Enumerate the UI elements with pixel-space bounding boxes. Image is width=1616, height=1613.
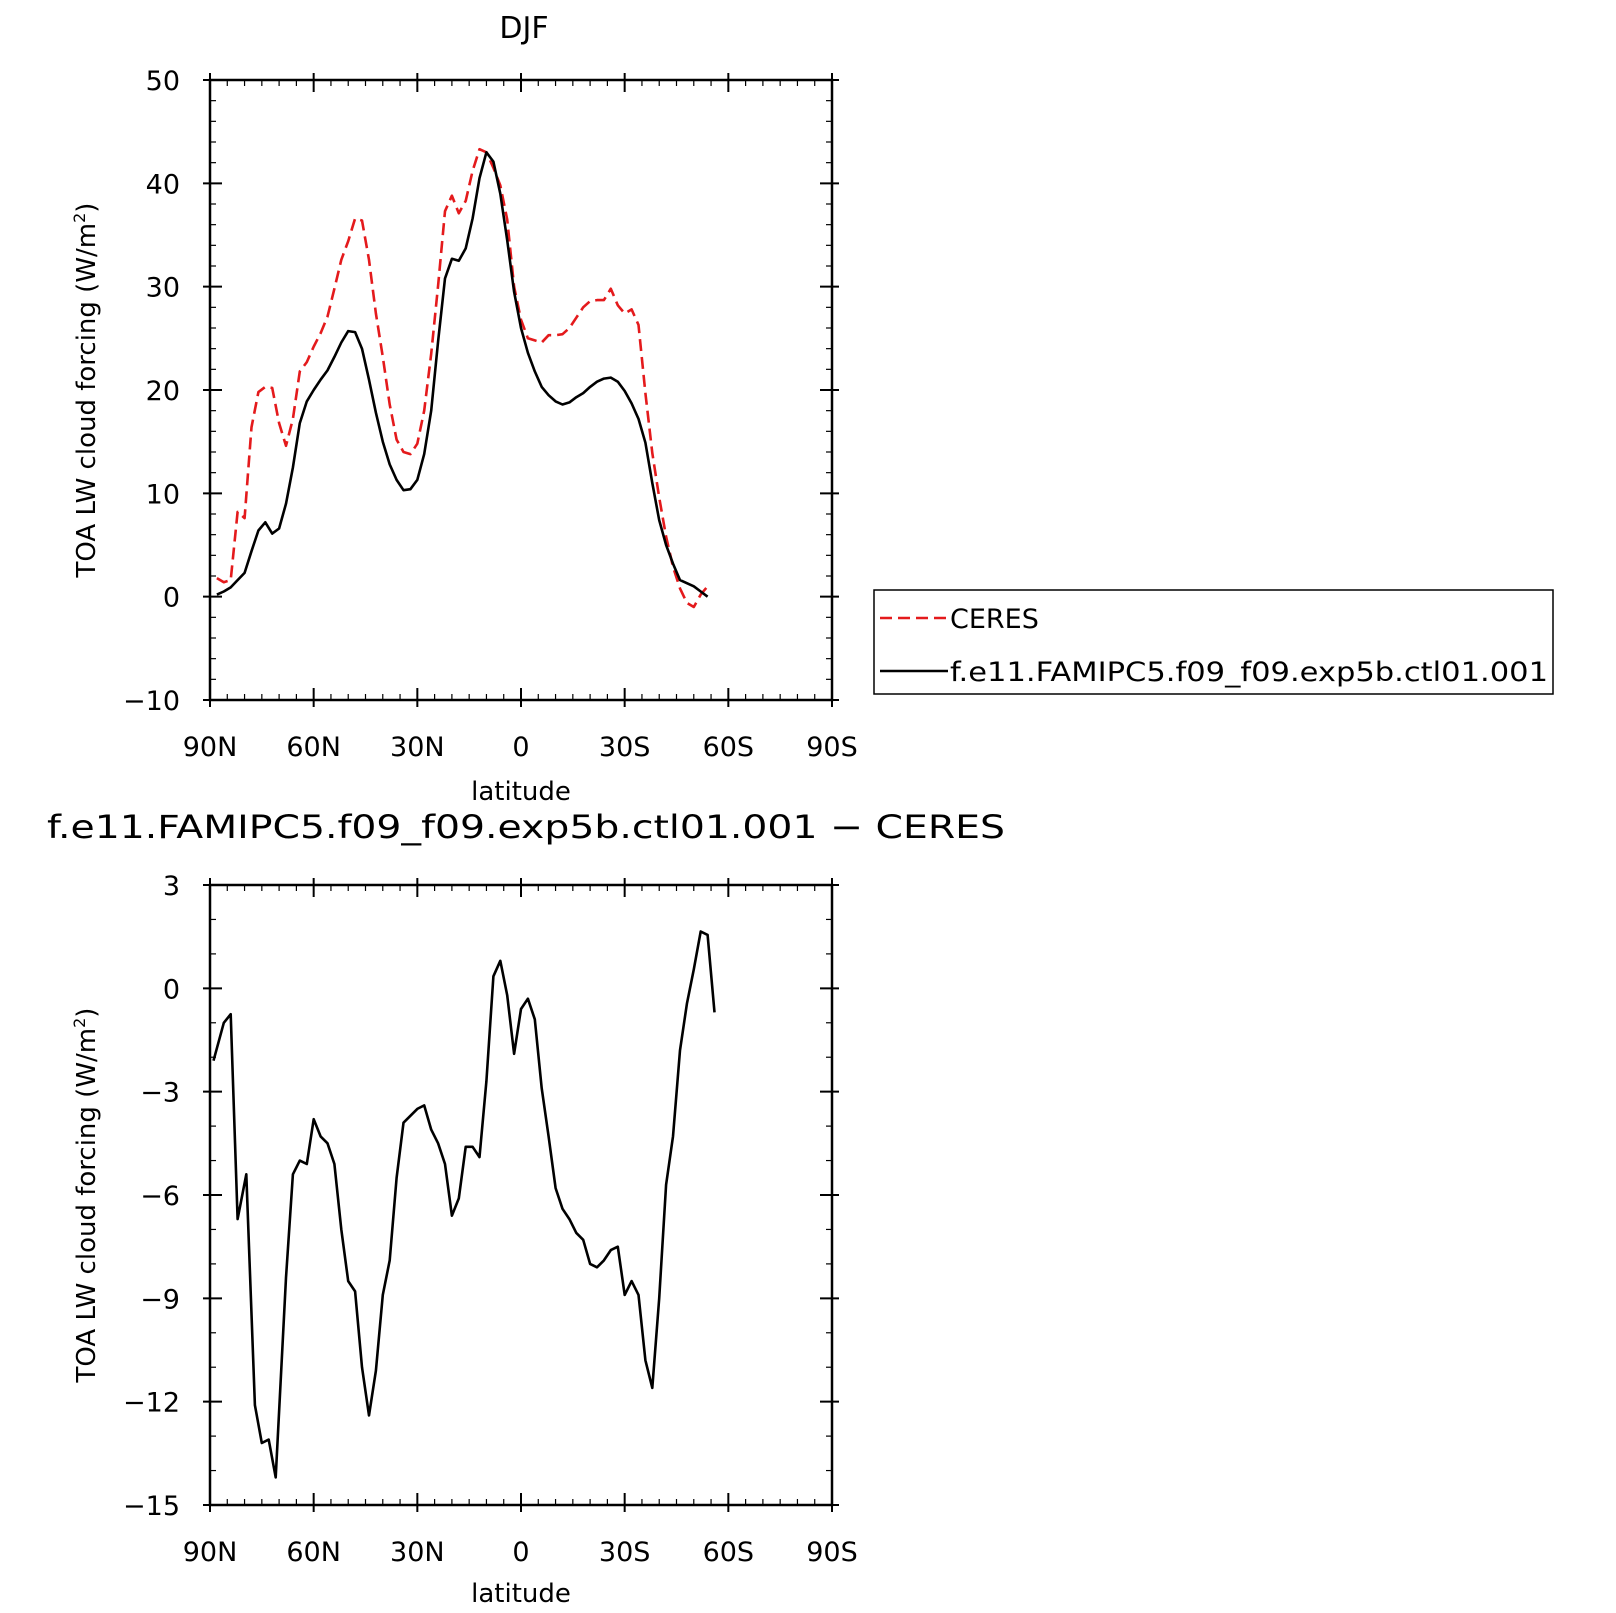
top-x-ticks: 90N 60N 30N 0 30S 60S 90S [183,73,858,763]
bottom-plot-frame [208,883,834,1507]
bottom-x-ticks: 90N 60N 30N 0 30S 60S 90S [183,878,858,1568]
x-tick-label: 90S [806,732,858,763]
x-tick-label: 30N [390,732,445,763]
top-panel-title: DJF [499,11,548,46]
legend: CERES f.e11.FAMIPC5.f09_f09.exp5b.ctl01.… [873,589,1554,695]
y-tick-label: −10 [123,686,180,717]
y-tick-label: −12 [123,1388,180,1419]
top-y-axis-label-sup: 2 [70,213,89,223]
y-tick-label: 40 [146,169,180,200]
top-y-axis-label: TOA LW cloud forcing (W/m2) [70,203,102,579]
x-tick-label: 30N [390,1537,445,1568]
bottom-series-lines [212,930,716,1479]
top-y-axis-label-close: ) [72,203,102,213]
y-tick-label: −15 [123,1491,180,1522]
x-tick-label: 90N [183,732,238,763]
top-panel: DJF −10 0 10 20 30 40 50 90N 60N 30N 0 30S 60S 90S l… [70,11,1554,807]
x-tick-label: 60N [286,732,341,763]
y-tick-label: 0 [163,583,180,614]
bottom-y-axis-label: TOA LW cloud forcing (W/m2) [70,1008,102,1384]
x-tick-label: 30S [599,1537,651,1568]
bottom-y-ticks: −15 −12 −9 −6 −3 0 3 [123,871,839,1522]
legend-label-ceres: CERES [950,604,1039,635]
series-line-f-e11-famipc5-f09-f09-exp5b-ctl01-001 [216,151,709,598]
y-tick-label: 50 [146,66,180,97]
y-tick-label: −9 [140,1284,180,1315]
top-y-axis-label-main: TOA LW cloud forcing (W/m [72,223,102,579]
legend-box [873,589,1554,695]
y-tick-label: 30 [146,273,180,304]
top-plot-frame [208,78,834,702]
top-minor-ticks [209,79,833,701]
bottom-panel-title: f.e11.FAMIPC5.f09_f09.exp5b.ctl01.001 − … [47,808,1005,846]
bottom-y-axis-label-sup: 2 [70,1018,89,1028]
series-line-ceres [216,147,709,609]
x-tick-label: 60S [703,1537,755,1568]
x-tick-label: 90N [183,1537,238,1568]
top-series-lines [216,147,709,609]
legend-label-model: f.e11.FAMIPC5.f09_f09.exp5b.ctl01.001 [950,657,1548,688]
bottom-x-axis-label: latitude [471,1579,571,1609]
x-tick-label: 90S [806,1537,858,1568]
x-tick-label: 60S [703,732,755,763]
y-tick-label: 0 [163,974,180,1005]
y-tick-label: 10 [146,479,180,510]
y-tick-label: −3 [140,1078,180,1109]
bottom-y-axis-label-main: TOA LW cloud forcing (W/m [72,1028,102,1384]
series-line-bottom-difference [212,930,716,1479]
bottom-y-axis-label-close: ) [72,1008,102,1018]
x-tick-label: 0 [512,732,529,763]
bottom-panel: f.e11.FAMIPC5.f09_f09.exp5b.ctl01.001 − … [47,808,1005,1609]
y-tick-label: −6 [140,1181,180,1212]
x-tick-label: 0 [512,1537,529,1568]
top-y-ticks: −10 0 10 20 30 40 50 [123,66,839,717]
y-tick-label: 20 [146,376,180,407]
bottom-minor-ticks [209,884,833,1506]
y-tick-label: 3 [163,871,180,902]
x-tick-label: 30S [599,732,651,763]
top-x-axis-label: latitude [471,777,571,807]
x-tick-label: 60N [286,1537,341,1568]
